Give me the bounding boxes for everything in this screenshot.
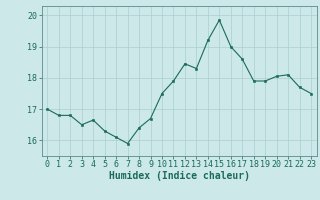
X-axis label: Humidex (Indice chaleur): Humidex (Indice chaleur) <box>109 171 250 181</box>
